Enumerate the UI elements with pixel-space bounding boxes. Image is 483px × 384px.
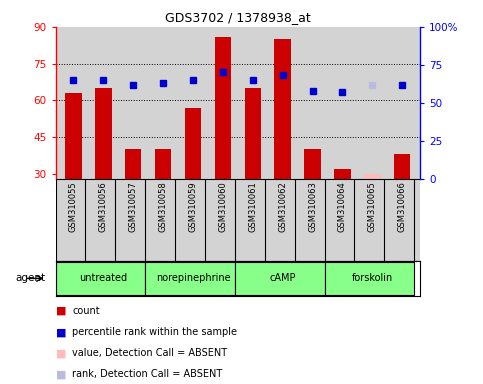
- Text: GSM310065: GSM310065: [368, 181, 377, 232]
- Text: cAMP: cAMP: [270, 273, 296, 283]
- Text: GSM310064: GSM310064: [338, 181, 347, 232]
- Bar: [334, 169, 351, 179]
- Bar: [325, 262, 414, 295]
- Bar: [65, 93, 82, 179]
- Bar: [185, 108, 201, 179]
- Bar: [215, 36, 231, 179]
- Bar: [244, 88, 261, 179]
- Text: forskolin: forskolin: [352, 273, 393, 283]
- Text: GSM310058: GSM310058: [158, 181, 168, 232]
- Text: GSM310055: GSM310055: [69, 181, 78, 232]
- Text: GSM310059: GSM310059: [188, 181, 198, 232]
- Bar: [235, 262, 325, 295]
- Text: value, Detection Call = ABSENT: value, Detection Call = ABSENT: [72, 348, 227, 358]
- Text: ■: ■: [56, 348, 66, 358]
- Text: GSM310062: GSM310062: [278, 181, 287, 232]
- Text: count: count: [72, 306, 100, 316]
- Text: percentile rank within the sample: percentile rank within the sample: [72, 327, 238, 337]
- Text: agent: agent: [16, 273, 46, 283]
- Bar: [95, 88, 112, 179]
- Text: ■: ■: [56, 327, 66, 337]
- Text: rank, Detection Call = ABSENT: rank, Detection Call = ABSENT: [72, 369, 223, 379]
- Bar: [304, 149, 321, 179]
- Text: GSM310056: GSM310056: [99, 181, 108, 232]
- Bar: [274, 39, 291, 179]
- Text: norepinephrine: norepinephrine: [156, 273, 230, 283]
- Text: ■: ■: [56, 306, 66, 316]
- Text: GSM310063: GSM310063: [308, 181, 317, 232]
- Text: GSM310057: GSM310057: [129, 181, 138, 232]
- Bar: [125, 149, 142, 179]
- Title: GDS3702 / 1378938_at: GDS3702 / 1378938_at: [165, 11, 311, 24]
- Bar: [364, 174, 381, 179]
- Bar: [394, 154, 411, 179]
- Bar: [145, 262, 235, 295]
- Text: GSM310066: GSM310066: [398, 181, 407, 232]
- Text: untreated: untreated: [79, 273, 128, 283]
- Bar: [56, 262, 145, 295]
- Text: GSM310060: GSM310060: [218, 181, 227, 232]
- Bar: [155, 149, 171, 179]
- Text: GSM310061: GSM310061: [248, 181, 257, 232]
- Text: ■: ■: [56, 369, 66, 379]
